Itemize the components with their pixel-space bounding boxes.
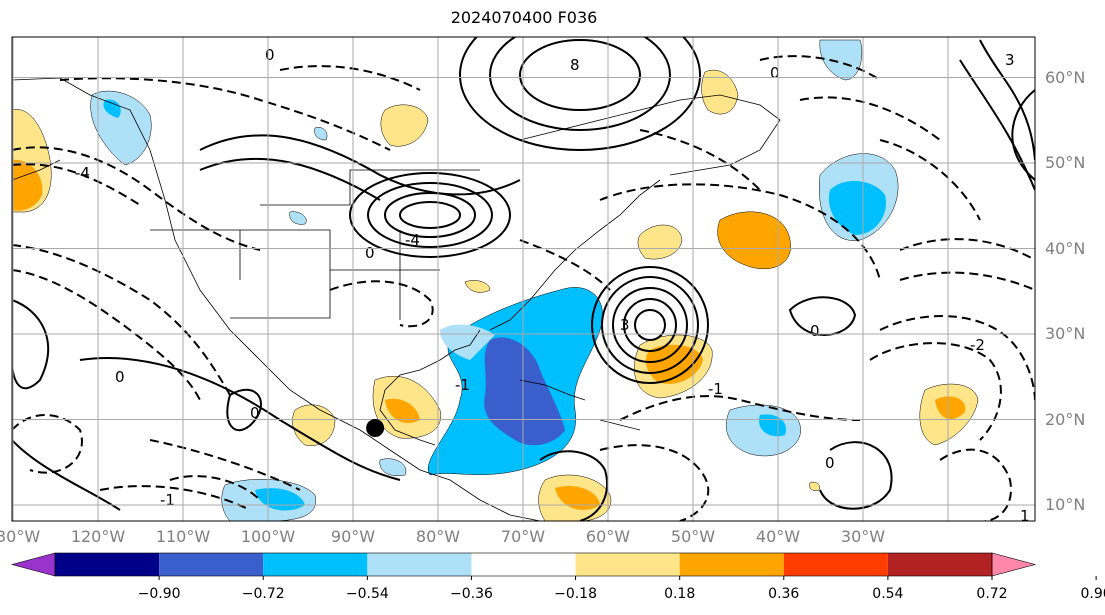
longitude-label: 40°W <box>755 527 801 546</box>
map-title: 2024070400 F036 <box>450 8 598 27</box>
longitude-label: 120°W <box>70 527 126 546</box>
contour-label-group: -4 -4 0 0 -1 -1 -2 -1 8 0 0 3 0 0 0 3 1 <box>75 46 1030 525</box>
positive-anomaly-region <box>809 481 820 491</box>
colorbar-segment <box>887 553 992 576</box>
positive-anomaly-region <box>12 159 43 211</box>
longitude-label: 50°W <box>670 527 716 546</box>
contour-label: 0 <box>365 244 375 262</box>
negative-anomaly-region <box>289 211 307 225</box>
positive-anomaly-region <box>701 70 739 115</box>
contour-label: -4 <box>405 231 420 249</box>
longitude-label: 110°W <box>155 527 211 546</box>
contour-label: 0 <box>810 322 820 340</box>
colorbar-tick-label: 0.18 <box>664 586 696 602</box>
longitude-label: 70°W <box>500 527 546 546</box>
latitude-label: 10°N <box>1045 495 1086 514</box>
contour-label: 0 <box>265 46 275 64</box>
latitude-label: 40°N <box>1045 238 1086 258</box>
longitude-label: 100°W <box>240 527 296 546</box>
contour-label: -1 <box>708 380 723 398</box>
map-frame <box>11 36 1036 522</box>
contour-label: 3 <box>620 316 630 334</box>
latitude-label: 30°N <box>1045 324 1086 343</box>
colorbar-tick-label: −0.36 <box>449 586 493 602</box>
contour-label: 3 <box>1005 51 1015 69</box>
positive-anomaly-region <box>717 211 791 270</box>
contour-label: 8 <box>570 56 580 74</box>
positive-anomaly-region <box>555 485 600 510</box>
contour-label: -1 <box>160 491 175 509</box>
negative-anomaly-region <box>828 180 886 235</box>
colorbar-tick-label: −0.54 <box>345 586 389 602</box>
graticule <box>12 37 1035 521</box>
colorbar-tick-label: 0.36 <box>768 586 800 602</box>
colorbar-extend-high <box>991 552 1037 577</box>
colorbar-segment <box>575 553 680 576</box>
colorbar-tick-label: 0.72 <box>976 586 1008 602</box>
colorbar-segment <box>55 553 160 576</box>
location-marker <box>366 419 385 438</box>
colorbar-tick-label: −0.72 <box>241 586 285 602</box>
coastlines <box>12 77 781 521</box>
contour-label: -1 <box>455 376 470 394</box>
negative-anomaly-region <box>819 39 863 81</box>
negative-anomaly-region <box>314 127 328 141</box>
colorbar-segment <box>679 553 784 576</box>
colorbar-segment <box>471 553 576 576</box>
colorbar-segment <box>783 553 888 576</box>
strong-negative-anomaly-region <box>484 337 565 446</box>
colorbar-segment <box>367 553 472 576</box>
positive-anomaly-region <box>464 280 491 293</box>
contour-label: 0 <box>770 64 780 82</box>
colorbar-segment <box>159 553 264 576</box>
colorbar-tick-label: 0.90 <box>1080 586 1105 602</box>
contour-label: 1 <box>1020 507 1030 525</box>
positive-anomaly-region <box>935 396 966 420</box>
longitude-label: 80°W <box>415 527 461 546</box>
colorbar-tick-label: −0.18 <box>554 586 597 602</box>
longitude-label: 60°W <box>585 527 631 546</box>
longitude-label: 90°W <box>330 527 376 546</box>
negative-anomaly-region <box>90 90 152 166</box>
latitude-label: 50°N <box>1045 153 1086 172</box>
colorbar-tick-label: −0.90 <box>137 586 181 602</box>
longitude-label: 30°W <box>840 527 886 546</box>
colorbar-frame <box>54 552 993 577</box>
negative-anomaly-region <box>379 458 407 476</box>
latitude-label: 20°N <box>1045 409 1086 429</box>
contour-label: -4 <box>75 164 90 182</box>
positive-anomaly-region <box>385 398 420 424</box>
contour-label: 0 <box>115 368 125 386</box>
contour-label: 0 <box>825 454 835 472</box>
positive-anomaly-region <box>637 224 683 260</box>
colorbar-segment <box>263 553 368 576</box>
colorbar-extend-low <box>10 552 56 577</box>
latitude-label: 60°N <box>1045 67 1086 87</box>
negative-anomaly-region <box>103 99 121 118</box>
contour-label: 0 <box>250 404 260 422</box>
contour-label: -2 <box>970 336 985 354</box>
longitude-label: 130°W <box>0 527 41 546</box>
positive-anomaly-region <box>380 104 429 147</box>
colorbar-tick-label: 0.54 <box>872 586 904 602</box>
colorbar <box>10 552 1097 580</box>
